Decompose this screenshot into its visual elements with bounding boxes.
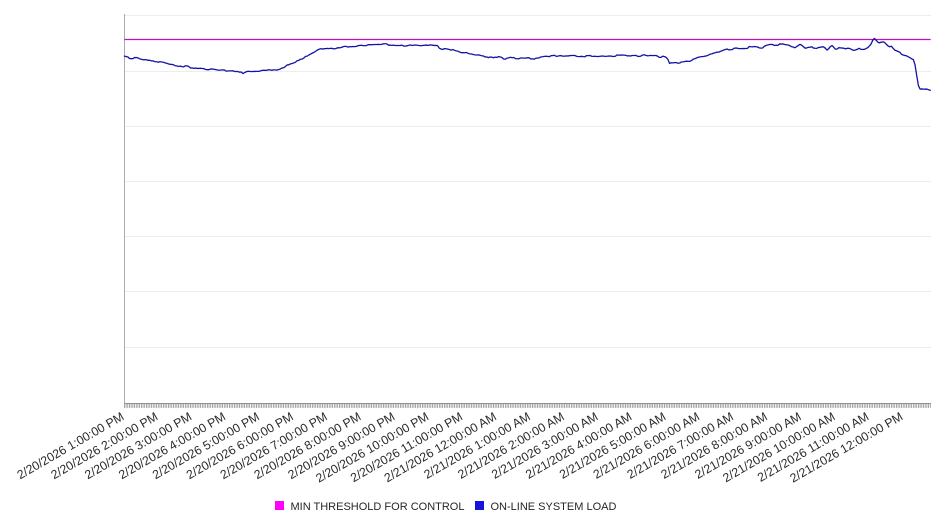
svg-text:ON-LINE SYSTEM LOAD: ON-LINE SYSTEM LOAD (491, 501, 617, 513)
svg-text:MIN THRESHOLD FOR CONTROL: MIN THRESHOLD FOR CONTROL (291, 501, 465, 513)
